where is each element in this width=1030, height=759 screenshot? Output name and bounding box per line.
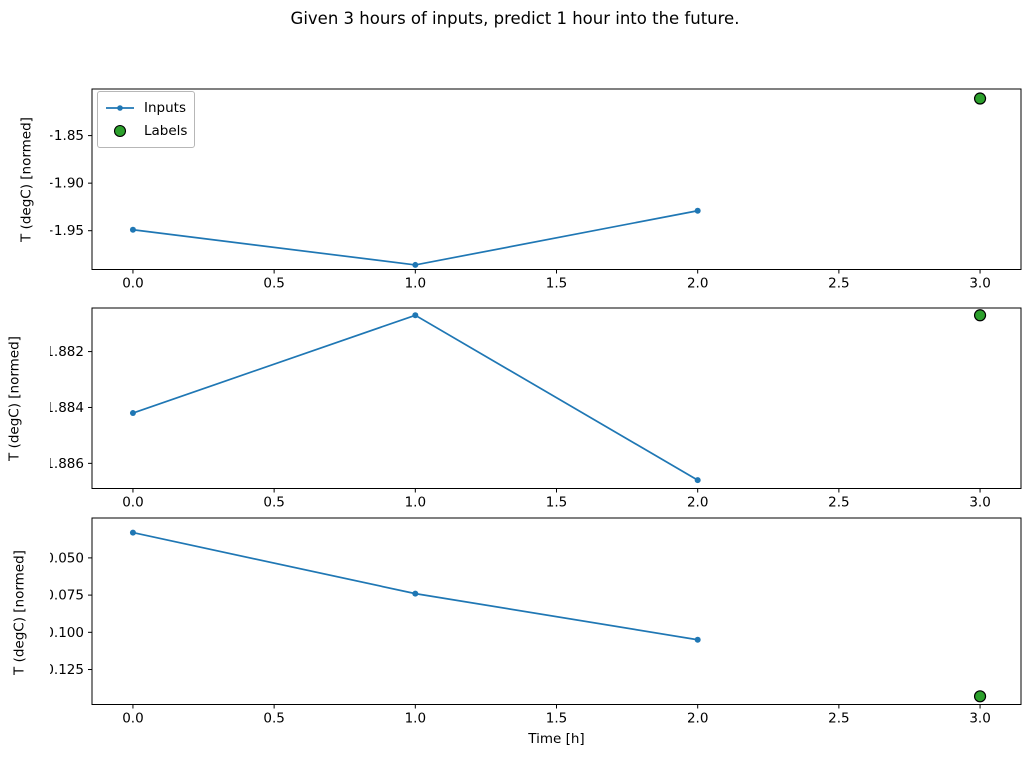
x-tick-label: 2.0 (687, 495, 708, 511)
inputs-point (412, 590, 419, 597)
y-tick-label: −1.884 (50, 400, 84, 416)
y-tick-label: −1.95 (50, 223, 84, 239)
y-tick-label: −0.100 (50, 625, 84, 641)
axes-frame (91, 517, 1022, 705)
x-tick-label: 2.5 (828, 276, 849, 292)
subplot-2-y-axis-label: T (degC) [normed] (6, 336, 23, 461)
subplot-1-plot-area: 0.0 0.5 1.0 1.5 2.0 2.5 3.0 −1.85 −1.90 −1.95 (50, 88, 1022, 292)
subplot-3: T (degC) [normed] 0.0 0.5 1.0 1.5 2.0 2.5 3.0 −… (0, 500, 1030, 759)
x-tick-label: 1.5 (546, 495, 567, 511)
inputs-point (412, 312, 419, 319)
y-tick-label: −1.85 (50, 128, 84, 144)
x-tick-label: 3.0 (969, 276, 990, 292)
x-tick-label: 2.0 (687, 276, 708, 292)
inputs-point (694, 207, 701, 214)
x-tick-label: 2.0 (687, 711, 708, 727)
subplot-1: T (degC) [normed] 0.0 0.5 1.0 1.5 2.0 2.5 3.0 −… (0, 70, 1030, 295)
labels-dot-swatch-icon (113, 124, 127, 137)
inputs-point (694, 636, 701, 643)
y-tick-label: −1.882 (50, 344, 84, 360)
legend: Inputs Labels (97, 91, 195, 148)
x-tick-label: 3.0 (969, 495, 990, 511)
x-tick-label: 0.0 (122, 276, 143, 292)
x-axis-label: Time [h] (528, 731, 585, 747)
subplot-3-y-axis-label: T (degC) [normed] (11, 550, 28, 675)
inputs-line (132, 209, 698, 266)
x-tick-label: 0.5 (263, 495, 284, 511)
y-tick-label: −1.90 (50, 176, 84, 192)
inputs-line (132, 314, 699, 481)
x-tick-label: 3.0 (969, 711, 990, 727)
subplot-2: T (degC) [normed] 0.0 0.5 1.0 1.5 2.0 2.5 3.0 −… (0, 290, 1030, 510)
inputs-line-swatch-icon (106, 105, 134, 112)
y-tick-label: −0.050 (50, 550, 84, 566)
labels-point (973, 690, 987, 703)
x-tick-label: 2.5 (828, 495, 849, 511)
subplot-1-y-axis-label: T (degC) [normed] (18, 117, 35, 242)
subplot-2-plot-area: 0.0 0.5 1.0 1.5 2.0 2.5 3.0 −1.882 −1.884 −1.886 (50, 307, 1022, 511)
inputs-line (132, 531, 698, 641)
y-tick-label: −1.886 (50, 456, 84, 472)
x-tick-label: 1.5 (546, 711, 567, 727)
labels-point (973, 92, 987, 105)
legend-item-inputs: Inputs (105, 100, 187, 116)
y-tick-label: −0.075 (50, 588, 84, 604)
x-tick-label: 2.5 (828, 711, 849, 727)
inputs-point (129, 410, 136, 417)
legend-item-labels: Labels (105, 123, 187, 139)
x-tick-label: 1.0 (405, 495, 426, 511)
inputs-point (129, 529, 136, 536)
labels-point (973, 309, 987, 322)
x-tick-label: 1.0 (405, 711, 426, 727)
subplot-3-plot-area: 0.0 0.5 1.0 1.5 2.0 2.5 3.0 −0.050 −0.075 −0.100 −… (50, 517, 1022, 727)
x-tick-label: 0.5 (263, 276, 284, 292)
x-tick-label: 1.5 (546, 276, 567, 292)
legend-label-inputs: Inputs (144, 100, 186, 117)
figure-title: Given 3 hours of inputs, predict 1 hour … (290, 9, 740, 28)
inputs-point (694, 477, 701, 484)
x-tick-label: 0.0 (122, 495, 143, 511)
legend-label-labels: Labels (144, 122, 188, 139)
inputs-point (412, 261, 419, 268)
x-tick-label: 0.5 (263, 711, 284, 727)
x-tick-label: 1.0 (405, 276, 426, 292)
inputs-point (129, 226, 136, 233)
y-tick-label: −0.125 (50, 662, 84, 678)
x-tick-label: 0.0 (122, 711, 143, 727)
